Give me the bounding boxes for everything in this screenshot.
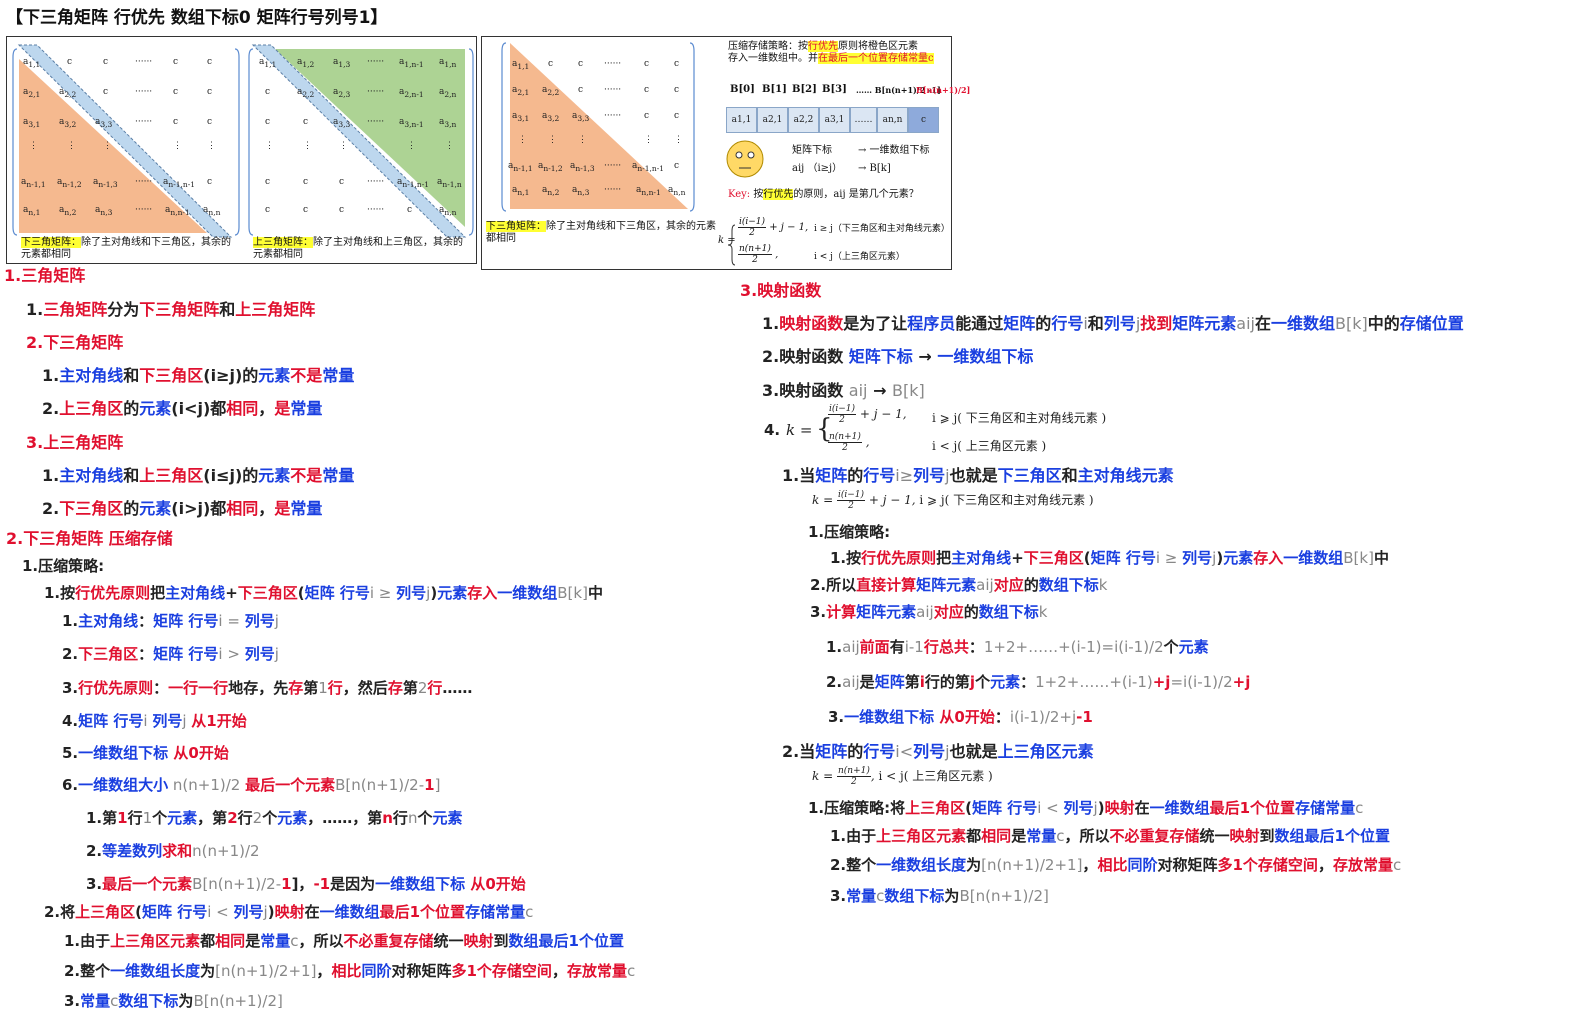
note-3-1: 1.映射函数是为了让程序员能通过矩阵的行号i和列号j找到矩阵元素aij在一维数组… [762, 314, 1464, 333]
note-array-length-right: 2.整个一维数组长度为[n(n+1)/2+1]，相比同阶对称矩阵多1个存储空间，… [830, 856, 1402, 874]
heading-compressed-storage: 2.下三角矩阵 压缩存储 [6, 529, 173, 548]
note-array-size: 6.一维数组大小 n(n+1)/2 最后一个元素B[n(n+1)/2-1] [62, 776, 441, 794]
note-right-strategy-1: 1.按行优先原则把主对角线+下三角区(矩阵 行号i ≥ 列号j)元素存入一维数组… [830, 549, 1389, 567]
note-row-counts: 1.第1行1个元素，第2行2个元素，……，第n行n个元素 [86, 809, 463, 827]
note-case-upper: 2.当矩阵的行号i<列号j也就是上三角区元素 [782, 742, 1094, 761]
heading-mapping-function: 3.映射函数 [740, 281, 822, 300]
lower-triangular-diagram [12, 44, 240, 238]
formula-case-lower: k = i(i−1) 2 + j − 1, i ⩾ j( 下三角区和主对角线元素 … [812, 490, 1094, 511]
compression-figure: a1,1 c c ······ c c a2,1 a2,2 c ······ c c a3,1 a3,… [481, 36, 970, 270]
note-1-3-1: 1.主对角线和上三角区(i≤j)的元素不是常量 [42, 466, 355, 485]
heading-compress-strategy: 1.压缩策略: [22, 557, 105, 575]
note-upper-map: 2.将上三角区(矩阵 行号i < 列号j)映射在一维数组最后1个位置存储常量c [44, 903, 534, 921]
note-upper-same: 1.由于上三角区元素都相同是常量c，所以不必重复存储统一映射到数组最后1个位置 [64, 932, 624, 950]
heading-upper-triangular: 3.上三角矩阵 [26, 433, 124, 452]
note-1-2-1: 1.主对角线和下三角区(i≥j)的元素不是常量 [42, 366, 355, 385]
note-2-1-1: 1.按行优先原则把主对角线+下三角区(矩阵 行号i ≥ 列号j)元素存入一维数组… [44, 584, 603, 602]
lower-triangular-figure: a1,1 c c ······ c c a2,1 a2,2 c ······ c c a3,1 a3,… [6, 36, 243, 264]
note-last-element: 3.最后一个元素B[n(n+1)/2-1]，-1是因为一维数组下标 从0开始 [86, 875, 526, 893]
note-array-index: 5.一维数组下标 从0开始 [62, 744, 229, 762]
heading-right-strategy: 1.压缩策略: [808, 523, 891, 541]
note-upper-strategy: 1.压缩策略:将上三角区(矩阵 行号i < 列号j)映射在一维数组最后1个位置存… [808, 799, 1364, 817]
note-main-diagonal: 1.主对角线：矩阵 行号i = 列号j [62, 612, 279, 630]
upper-triangular-diagram [248, 44, 474, 238]
heading-lower-triangular: 2.下三角矩阵 [26, 333, 124, 352]
note-1-2-2: 2.上三角区的元素(i<j)都相同，是常量 [42, 399, 323, 418]
upper-triangular-figure: a1,1 a1,2 a1,3 ······ a1,n-1 a1,n c a2,2 a2,3 ··… [241, 36, 477, 264]
note-direct-compute: 2.所以直接计算矩阵元素aij对应的数组下标k [810, 576, 1108, 594]
note-position-in-row: 2.aij是矩阵第i行的第j个元素：1+2+……+(i-1)+j=i(i-1)/… [826, 673, 1251, 691]
note-compute-index: 3.计算矩阵元素aij对应的数组下标k [810, 603, 1048, 621]
note-upper-same-right: 1.由于上三角区元素都相同是常量c，所以不必重复存储统一映射到数组最后1个位置 [830, 827, 1390, 845]
note-lower-area: 2.下三角区：矩阵 行号i > 列号j [62, 645, 279, 663]
note-preceding-count: 1.aij前面有i-1行总共：1+2+……+(i-1)=i(i-1)/2个元素 [826, 638, 1209, 656]
note-constant-index-right: 3.常量c数组下标为B[n(n+1)/2] [830, 887, 1049, 905]
note-3-3: 3.映射函数 aij → B[k] [762, 381, 925, 400]
heading-triangular-matrix: 1.三角矩阵 [4, 266, 86, 285]
page-title: 【下三角矩阵 行优先 数组下标0 矩阵行号列号1】 [6, 8, 388, 28]
note-case-lower: 1.当矩阵的行号i≥列号j也就是下三角区和主对角线元素 [782, 466, 1174, 485]
note-zero-based: 3.一维数组下标 从0开始：i(i-1)/2+j-1 [828, 708, 1093, 726]
note-row-major: 3.行优先原则：一行一行地存，先存第1行，然后存第2行…… [62, 679, 473, 697]
note-arith-sum: 2.等差数列求和n(n+1)/2 [86, 842, 260, 860]
note-3-2: 2.映射函数 矩阵下标 → 一维数组下标 [762, 347, 1034, 366]
formula-case-upper: k = n(n+1) 2, i < j( 上三角区元素 ) [812, 766, 993, 787]
note-array-length: 2.整个一维数组长度为[n(n+1)/2+1]，相比同阶对称矩阵多1个存储空间，… [64, 962, 636, 980]
note-1-3-2: 2.下三角区的元素(i>j)都相同，是常量 [42, 499, 323, 518]
note-matrix-index: 4.矩阵 行号i 列号j 从1开始 [62, 712, 247, 730]
note-constant-index: 3.常量c数组下标为B[n(n+1)/2] [64, 992, 283, 1010]
note-1-1: 1.三角矩阵分为下三角矩阵和上三角矩阵 [26, 300, 316, 319]
compression-diagram [501, 42, 764, 266]
